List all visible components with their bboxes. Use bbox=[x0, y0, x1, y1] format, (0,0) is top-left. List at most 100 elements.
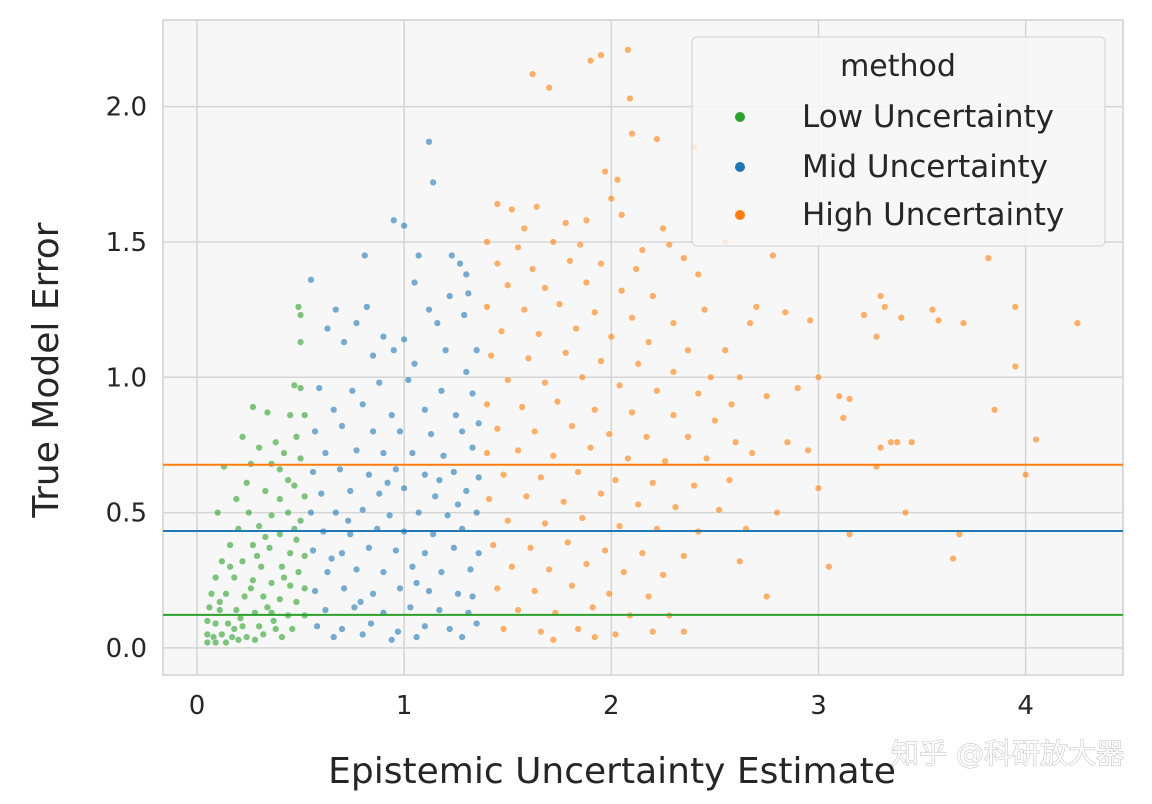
point-high-uncertainty bbox=[876, 292, 885, 300]
point-low-uncertainty bbox=[238, 433, 247, 441]
point-low-uncertainty bbox=[243, 479, 251, 487]
point-low-uncertainty bbox=[232, 495, 240, 503]
point-mid-uncertainty bbox=[315, 384, 323, 392]
point-high-uncertainty bbox=[545, 84, 553, 92]
point-mid-uncertainty bbox=[412, 633, 421, 641]
point-high-uncertainty bbox=[591, 633, 599, 641]
point-high-uncertainty bbox=[649, 292, 657, 300]
point-mid-uncertainty bbox=[344, 517, 352, 525]
point-low-uncertainty bbox=[284, 476, 292, 484]
point-high-uncertainty bbox=[694, 389, 702, 398]
point-high-uncertainty bbox=[702, 454, 711, 463]
point-mid-uncertainty bbox=[437, 568, 446, 576]
point-mid-uncertainty bbox=[475, 473, 483, 482]
point-high-uncertainty bbox=[638, 246, 647, 254]
point-high-uncertainty bbox=[661, 457, 669, 465]
point-high-uncertainty bbox=[526, 544, 535, 552]
point-mid-uncertainty bbox=[446, 292, 454, 300]
point-low-uncertainty bbox=[207, 590, 216, 598]
point-low-uncertainty bbox=[261, 533, 269, 541]
point-mid-uncertainty bbox=[388, 636, 396, 644]
point-high-uncertainty bbox=[624, 46, 632, 54]
legend-box bbox=[691, 36, 1106, 247]
point-low-uncertainty bbox=[276, 595, 284, 603]
point-high-uncertainty bbox=[928, 305, 937, 314]
point-mid-uncertainty bbox=[462, 270, 470, 279]
point-mid-uncertainty bbox=[359, 400, 367, 408]
point-low-uncertainty bbox=[232, 606, 240, 614]
point-mid-uncertainty bbox=[443, 511, 452, 519]
point-high-uncertainty bbox=[535, 330, 543, 338]
x-tick-label: 1 bbox=[396, 691, 413, 721]
point-low-uncertainty bbox=[243, 633, 251, 641]
point-high-uncertainty bbox=[746, 319, 754, 327]
point-high-uncertainty bbox=[736, 557, 744, 565]
point-low-uncertainty bbox=[278, 563, 286, 571]
point-low-uncertainty bbox=[296, 517, 305, 525]
point-low-uncertainty bbox=[247, 584, 255, 593]
point-mid-uncertainty bbox=[414, 508, 423, 517]
point-high-uncertainty bbox=[483, 449, 491, 457]
point-mid-uncertainty bbox=[390, 346, 398, 354]
point-mid-uncertainty bbox=[307, 508, 315, 517]
point-mid-uncertainty bbox=[456, 259, 464, 268]
point-low-uncertainty bbox=[301, 584, 309, 593]
point-mid-uncertainty bbox=[359, 506, 367, 514]
point-high-uncertainty bbox=[659, 571, 667, 579]
point-mid-uncertainty bbox=[361, 251, 369, 260]
x-tick-label: 2 bbox=[603, 691, 620, 721]
point-mid-uncertainty bbox=[466, 565, 475, 574]
point-mid-uncertainty bbox=[414, 251, 423, 260]
point-mid-uncertainty bbox=[421, 406, 429, 414]
point-high-uncertainty bbox=[653, 387, 661, 395]
point-low-uncertainty bbox=[211, 619, 220, 628]
point-high-uncertainty bbox=[531, 587, 539, 595]
point-high-uncertainty bbox=[497, 327, 506, 335]
point-high-uncertainty bbox=[711, 416, 719, 425]
point-mid-uncertainty bbox=[330, 633, 338, 641]
point-mid-uncertainty bbox=[421, 471, 429, 479]
point-high-uncertainty bbox=[533, 203, 541, 211]
point-high-uncertainty bbox=[493, 425, 502, 433]
point-high-uncertainty bbox=[514, 606, 522, 614]
watermark: 知乎 @科研放大器 bbox=[891, 737, 1124, 770]
point-low-uncertainty bbox=[216, 598, 224, 606]
point-mid-uncertainty bbox=[446, 625, 454, 633]
point-mid-uncertainty bbox=[464, 289, 473, 298]
point-low-uncertainty bbox=[238, 622, 247, 630]
point-high-uncertainty bbox=[560, 498, 568, 506]
point-high-uncertainty bbox=[518, 403, 526, 411]
point-high-uncertainty bbox=[597, 490, 605, 498]
point-high-uncertainty bbox=[700, 305, 709, 314]
point-mid-uncertainty bbox=[433, 319, 441, 327]
point-high-uncertainty bbox=[783, 438, 792, 446]
point-high-uncertainty bbox=[499, 625, 508, 633]
point-mid-uncertainty bbox=[307, 276, 315, 284]
point-high-uncertainty bbox=[934, 316, 943, 325]
point-mid-uncertainty bbox=[427, 430, 435, 438]
point-high-uncertainty bbox=[574, 625, 582, 633]
point-low-uncertainty bbox=[203, 630, 211, 639]
point-low-uncertainty bbox=[259, 592, 267, 601]
point-low-uncertainty bbox=[269, 617, 278, 625]
y-axis-label: True Model Error bbox=[26, 222, 67, 518]
point-high-uncertainty bbox=[541, 379, 549, 387]
point-low-uncertainty bbox=[218, 557, 226, 565]
point-mid-uncertainty bbox=[435, 476, 444, 484]
point-high-uncertainty bbox=[649, 628, 657, 636]
point-low-uncertainty bbox=[292, 598, 301, 606]
point-high-uncertainty bbox=[984, 254, 992, 262]
point-low-uncertainty bbox=[290, 381, 298, 390]
point-low-uncertainty bbox=[203, 617, 211, 625]
point-high-uncertainty bbox=[736, 373, 744, 381]
point-high-uncertainty bbox=[504, 517, 512, 525]
point-low-uncertainty bbox=[284, 508, 292, 517]
point-low-uncertainty bbox=[222, 590, 230, 598]
point-mid-uncertainty bbox=[321, 606, 330, 614]
point-high-uncertainty bbox=[582, 278, 591, 287]
point-high-uncertainty bbox=[524, 354, 533, 362]
point-mid-uncertainty bbox=[441, 346, 450, 354]
point-high-uncertainty bbox=[549, 238, 557, 246]
point-mid-uncertainty bbox=[472, 619, 481, 628]
